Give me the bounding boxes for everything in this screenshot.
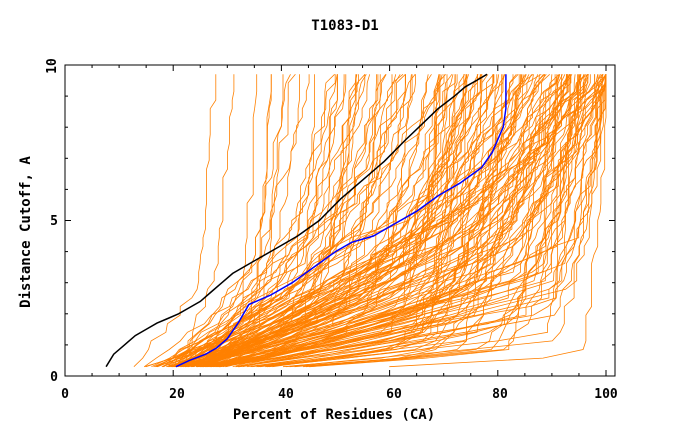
model-curve bbox=[201, 74, 432, 368]
model-curve bbox=[211, 74, 469, 368]
highlight-blue-line bbox=[175, 74, 507, 368]
model-curve bbox=[191, 74, 607, 368]
x-tick-label-60: 60 bbox=[386, 387, 402, 402]
model-curve bbox=[260, 74, 514, 368]
model-curve bbox=[225, 74, 454, 368]
model-curve bbox=[162, 74, 602, 368]
model-curve bbox=[175, 74, 607, 368]
model-curve bbox=[176, 74, 377, 367]
model-curve bbox=[133, 74, 217, 367]
chart-title: T1083-D1 bbox=[311, 18, 378, 34]
model-curve bbox=[186, 74, 235, 367]
model-curve bbox=[389, 74, 607, 368]
model-curve bbox=[172, 74, 595, 368]
model-curve bbox=[199, 74, 483, 368]
model-curve bbox=[282, 74, 567, 368]
model-curve bbox=[173, 74, 291, 367]
model-curve bbox=[197, 74, 604, 368]
model-curve bbox=[256, 74, 571, 368]
model-curve bbox=[250, 74, 560, 368]
model-curve bbox=[269, 74, 539, 368]
x-tick-label-40: 40 bbox=[278, 387, 294, 402]
x-tick-label-80: 80 bbox=[492, 387, 508, 402]
model-curve bbox=[172, 74, 522, 368]
model-curve bbox=[205, 74, 607, 368]
model-curve bbox=[180, 74, 359, 368]
x-tick-label-20: 20 bbox=[169, 387, 185, 402]
y-tick-label-0: 0 bbox=[50, 370, 58, 385]
model-curve bbox=[202, 74, 468, 368]
model-curve bbox=[163, 74, 338, 367]
model-curve bbox=[209, 74, 606, 368]
model-curve bbox=[156, 74, 357, 368]
model-curve bbox=[242, 74, 561, 368]
model-curve bbox=[177, 74, 345, 368]
model-curve bbox=[216, 74, 571, 368]
model-curve bbox=[218, 74, 556, 368]
model-curve bbox=[202, 74, 481, 368]
model-curve bbox=[153, 74, 296, 368]
model-curve bbox=[218, 74, 553, 368]
model-curve bbox=[145, 73, 404, 368]
model-curve bbox=[267, 74, 540, 368]
model-curve bbox=[237, 74, 581, 368]
model-curve bbox=[175, 74, 272, 368]
model-curve bbox=[161, 74, 413, 368]
model-curve bbox=[162, 74, 468, 368]
x-tick-label-100: 100 bbox=[594, 387, 618, 402]
model-curve bbox=[187, 74, 401, 368]
axis-ticks bbox=[64, 64, 615, 377]
model-curve bbox=[200, 74, 596, 368]
model-curve bbox=[199, 74, 599, 368]
model-curve bbox=[184, 74, 576, 368]
y-tick-label-10: 10 bbox=[45, 58, 60, 74]
model-curve bbox=[308, 74, 607, 368]
model-curve bbox=[179, 74, 387, 368]
model-curve bbox=[192, 74, 407, 368]
model-curve bbox=[203, 74, 568, 368]
model-curve bbox=[265, 74, 566, 368]
model-curve bbox=[187, 74, 338, 367]
model-curve bbox=[219, 74, 607, 368]
model-curve bbox=[178, 74, 393, 368]
highlight-black-line bbox=[105, 73, 488, 368]
model-curve bbox=[177, 74, 272, 368]
model-curve bbox=[172, 74, 530, 368]
model-curve bbox=[171, 74, 585, 368]
model-curve bbox=[144, 74, 316, 368]
model-curve bbox=[198, 74, 336, 367]
model-curve bbox=[225, 74, 504, 368]
model-curve bbox=[285, 74, 607, 368]
model-curve bbox=[172, 74, 550, 368]
model-curve bbox=[196, 74, 603, 368]
model-curve bbox=[232, 74, 494, 368]
model-curve bbox=[191, 74, 440, 367]
model-curve bbox=[168, 74, 479, 368]
y-tick-label-5: 5 bbox=[50, 214, 58, 229]
x-tick-label-0: 0 bbox=[61, 387, 69, 402]
model-curve bbox=[144, 74, 445, 368]
model-curve bbox=[309, 74, 546, 368]
background-model-curves bbox=[133, 73, 607, 368]
x-axis-label: Percent of Residues (CA) bbox=[233, 407, 435, 423]
y-axis-label: Distance Cutoff, A bbox=[18, 156, 34, 308]
model-curve bbox=[188, 74, 544, 368]
model-curve bbox=[172, 74, 483, 368]
model-curve bbox=[171, 74, 604, 368]
model-curve bbox=[166, 74, 478, 368]
highlight-series-group bbox=[105, 73, 507, 368]
model-curve bbox=[215, 74, 521, 368]
